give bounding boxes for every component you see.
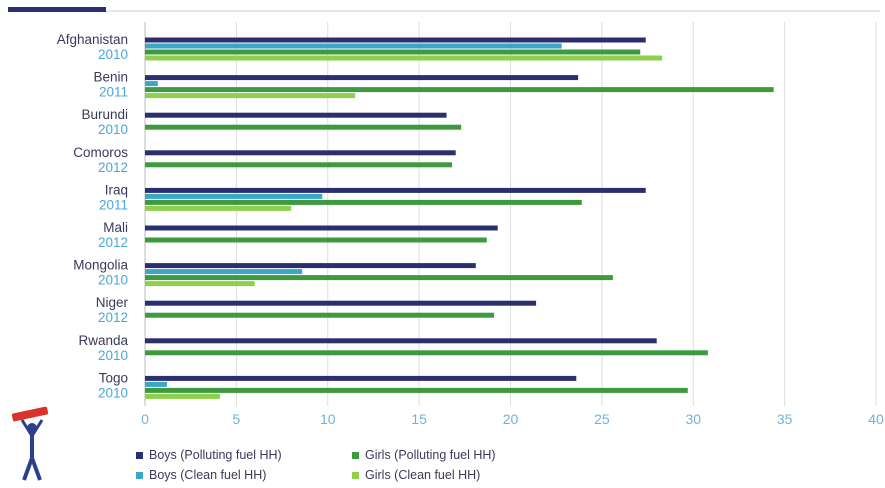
category-year-label: 2012 bbox=[98, 160, 128, 175]
bar bbox=[145, 312, 495, 318]
category-year-label: 2010 bbox=[98, 122, 128, 137]
legend-label: Boys (Polluting fuel HH) bbox=[149, 448, 282, 462]
bar bbox=[145, 393, 220, 399]
bar bbox=[145, 237, 487, 243]
bar bbox=[145, 150, 456, 156]
category-year-label: 2010 bbox=[98, 348, 128, 363]
bar bbox=[145, 269, 303, 275]
x-tick-label: 5 bbox=[232, 411, 240, 427]
legend-swatch bbox=[136, 471, 143, 479]
category-year-label: 2010 bbox=[98, 385, 128, 400]
bar bbox=[145, 300, 537, 306]
bar bbox=[145, 43, 562, 49]
x-tick-label: 30 bbox=[685, 411, 701, 427]
category-country-label: Togo bbox=[99, 370, 128, 385]
bar bbox=[145, 387, 688, 393]
bar bbox=[145, 49, 641, 55]
bar bbox=[145, 350, 708, 356]
bar bbox=[145, 112, 447, 118]
bar bbox=[145, 75, 579, 81]
category-country-label: Comoros bbox=[73, 145, 128, 160]
bar bbox=[145, 187, 646, 193]
bar bbox=[145, 375, 577, 381]
category-country-label: Afghanistan bbox=[57, 32, 128, 47]
category-year-label: 2010 bbox=[98, 47, 128, 62]
x-tick-label: 15 bbox=[411, 411, 427, 427]
category-labels: Afghanistan2010Benin2011Burundi2010Comor… bbox=[57, 32, 129, 400]
category-year-label: 2011 bbox=[99, 85, 128, 100]
category-year-label: 2012 bbox=[98, 235, 128, 250]
x-tick-label: 35 bbox=[777, 411, 793, 427]
header-accent-bar bbox=[8, 7, 106, 12]
x-tick-label: 10 bbox=[320, 411, 336, 427]
category-country-label: Mongolia bbox=[73, 258, 128, 273]
x-axis-ticks: 0 5 10 15 20 25 30 35 40 bbox=[141, 411, 884, 427]
bar bbox=[145, 275, 613, 281]
x-tick-label: 0 bbox=[141, 411, 149, 427]
bar bbox=[145, 55, 663, 61]
bar bbox=[145, 124, 462, 130]
bars bbox=[145, 37, 774, 399]
category-year-label: 2011 bbox=[99, 197, 128, 212]
legend-label: Girls (Polluting fuel HH) bbox=[365, 448, 496, 462]
category-country-label: Iraq bbox=[105, 182, 128, 197]
x-tick-label: 25 bbox=[594, 411, 610, 427]
category-country-label: Burundi bbox=[81, 107, 128, 122]
bar bbox=[145, 162, 453, 168]
bar bbox=[145, 193, 323, 199]
legend-swatch bbox=[352, 471, 359, 479]
bar bbox=[145, 199, 582, 205]
legend-item-boys-clean: Boys (Clean fuel HH) bbox=[136, 468, 352, 482]
category-year-label: 2010 bbox=[98, 273, 128, 288]
category-country-label: Niger bbox=[96, 295, 129, 310]
x-tick-label: 40 bbox=[868, 411, 884, 427]
legend-label: Girls (Clean fuel HH) bbox=[365, 468, 481, 482]
bar bbox=[145, 338, 657, 344]
bar bbox=[145, 281, 255, 287]
legend-item-girls-clean: Girls (Clean fuel HH) bbox=[352, 468, 552, 482]
bar bbox=[145, 263, 476, 269]
bar bbox=[145, 81, 158, 87]
bar bbox=[145, 87, 774, 93]
bar bbox=[145, 381, 167, 387]
x-tick-label: 20 bbox=[503, 411, 519, 427]
bar bbox=[145, 93, 356, 99]
category-country-label: Rwanda bbox=[78, 333, 128, 348]
legend: Boys (Polluting fuel HH) Girls (Pollutin… bbox=[136, 448, 552, 482]
legend-swatch bbox=[136, 451, 143, 459]
legend-item-girls-polluting: Girls (Polluting fuel HH) bbox=[352, 448, 552, 462]
category-country-label: Mali bbox=[103, 220, 128, 235]
person-icon bbox=[11, 406, 49, 481]
bar bbox=[145, 205, 292, 211]
category-year-label: 2012 bbox=[98, 310, 128, 325]
bar bbox=[145, 225, 498, 231]
category-country-label: Benin bbox=[93, 70, 128, 85]
bar bbox=[145, 37, 646, 43]
legend-label: Boys (Clean fuel HH) bbox=[149, 468, 267, 482]
legend-swatch bbox=[352, 451, 359, 459]
legend-item-boys-polluting: Boys (Polluting fuel HH) bbox=[136, 448, 352, 462]
